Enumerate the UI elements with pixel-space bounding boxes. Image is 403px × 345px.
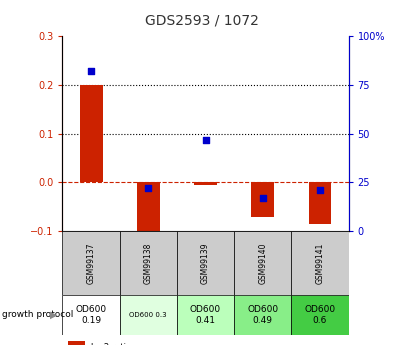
Bar xyxy=(291,231,349,295)
Text: growth protocol: growth protocol xyxy=(2,310,73,319)
Text: GSM99139: GSM99139 xyxy=(201,242,210,284)
Bar xyxy=(291,295,349,335)
Text: GSM99140: GSM99140 xyxy=(258,242,267,284)
Bar xyxy=(234,231,291,295)
Bar xyxy=(309,183,331,224)
Bar xyxy=(120,295,177,335)
Text: OD600
0.41: OD600 0.41 xyxy=(190,305,221,325)
Bar xyxy=(251,183,274,217)
Text: GSM99137: GSM99137 xyxy=(87,242,96,284)
Text: OD600 0.3: OD600 0.3 xyxy=(129,312,167,318)
Point xyxy=(88,69,94,74)
Bar xyxy=(62,231,120,295)
Text: log2 ratio: log2 ratio xyxy=(91,343,131,345)
Bar xyxy=(137,183,160,241)
Text: GSM99141: GSM99141 xyxy=(316,243,324,284)
Bar xyxy=(120,231,177,295)
Point xyxy=(317,187,323,193)
Bar xyxy=(62,295,120,335)
Text: ▶: ▶ xyxy=(50,310,58,320)
Bar xyxy=(177,295,234,335)
Bar xyxy=(80,85,102,183)
Point xyxy=(260,195,266,201)
Bar xyxy=(177,231,234,295)
Bar xyxy=(234,295,291,335)
Bar xyxy=(194,183,217,185)
Point xyxy=(145,186,152,191)
Text: OD600
0.49: OD600 0.49 xyxy=(247,305,278,325)
Text: GSM99138: GSM99138 xyxy=(144,243,153,284)
Text: OD600
0.19: OD600 0.19 xyxy=(75,305,107,325)
Bar xyxy=(68,341,85,345)
Text: OD600
0.6: OD600 0.6 xyxy=(304,305,336,325)
Text: GDS2593 / 1072: GDS2593 / 1072 xyxy=(145,14,258,28)
Point xyxy=(202,137,209,142)
